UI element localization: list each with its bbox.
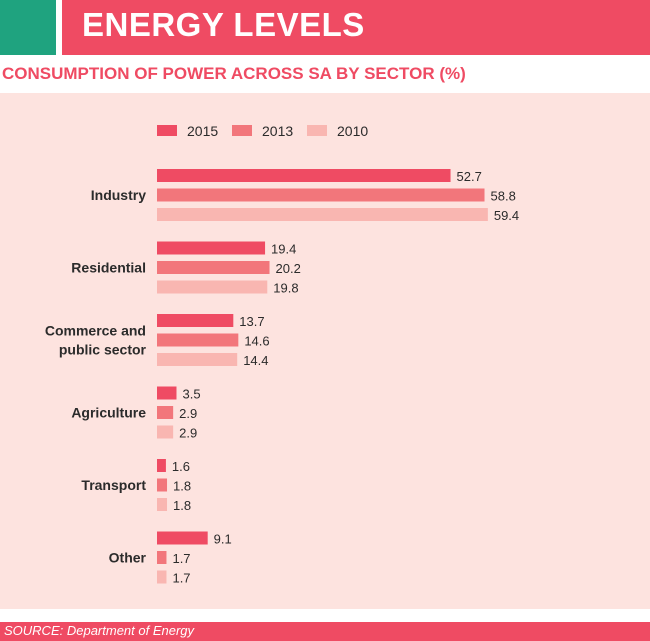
category-label: public sector [59, 342, 147, 358]
bar [157, 333, 239, 347]
value-label: 59.4 [494, 208, 519, 223]
value-label: 58.8 [491, 189, 516, 204]
category-label: Other [109, 550, 147, 566]
value-label: 3.5 [182, 387, 200, 402]
bar [157, 188, 485, 202]
bar [157, 551, 167, 564]
value-label: 2.9 [179, 426, 197, 441]
value-label: 20.2 [276, 261, 301, 276]
value-label: 1.6 [172, 459, 190, 474]
value-label: 1.8 [173, 498, 191, 513]
category-label: Transport [81, 477, 146, 493]
value-label: 14.6 [244, 334, 269, 349]
chart-panel: 2015 2013 2010 52.7 58.8 59.4 Industry 19.4 20.2… [0, 93, 650, 609]
value-label: 19.8 [273, 281, 298, 296]
bar [157, 261, 270, 274]
bar [157, 570, 167, 584]
category-label: Commerce and [45, 323, 146, 339]
bar [157, 459, 166, 472]
value-label: 1.7 [172, 571, 190, 586]
legend-swatch [232, 125, 252, 136]
value-label: 52.7 [457, 169, 482, 184]
bar [157, 208, 488, 221]
category-label: Agriculture [71, 405, 146, 421]
legend-label: 2015 [187, 123, 218, 139]
bar [157, 478, 168, 492]
value-label: 2.9 [179, 406, 197, 421]
legend-swatch [157, 125, 177, 136]
bar [157, 406, 174, 419]
accent-block [0, 0, 56, 55]
chart-subtitle: CONSUMPTION OF POWER ACROSS SA BY SECTOR… [2, 64, 466, 83]
bar [157, 241, 266, 255]
category-label: Industry [91, 187, 146, 203]
bar [157, 353, 238, 366]
value-label: 9.1 [214, 532, 232, 547]
value-label: 1.8 [173, 479, 191, 494]
bar [157, 169, 451, 182]
value-label: 13.7 [239, 314, 264, 329]
bar-chart: 2015 2013 2010 52.7 58.8 59.4 Industry 19.4 20.2… [45, 123, 519, 586]
legend-swatch [307, 125, 327, 136]
title-bar: ENERGY LEVELS [62, 0, 650, 55]
bar [157, 386, 177, 400]
bar [157, 531, 208, 545]
category-label: Residential [71, 260, 146, 276]
bar [157, 280, 268, 294]
page-title: ENERGY LEVELS [82, 6, 365, 43]
bar [157, 425, 174, 439]
legend-label: 2010 [337, 123, 368, 139]
bar [157, 498, 168, 511]
value-label: 19.4 [271, 242, 296, 257]
bar [157, 314, 234, 327]
value-label: 1.7 [172, 551, 190, 566]
header: ENERGY LEVELS [0, 0, 650, 55]
legend-label: 2013 [262, 123, 293, 139]
source-note: SOURCE: Department of Energy [4, 623, 195, 638]
value-label: 14.4 [243, 353, 268, 368]
source-bar: SOURCE: Department of Energy [0, 622, 650, 641]
